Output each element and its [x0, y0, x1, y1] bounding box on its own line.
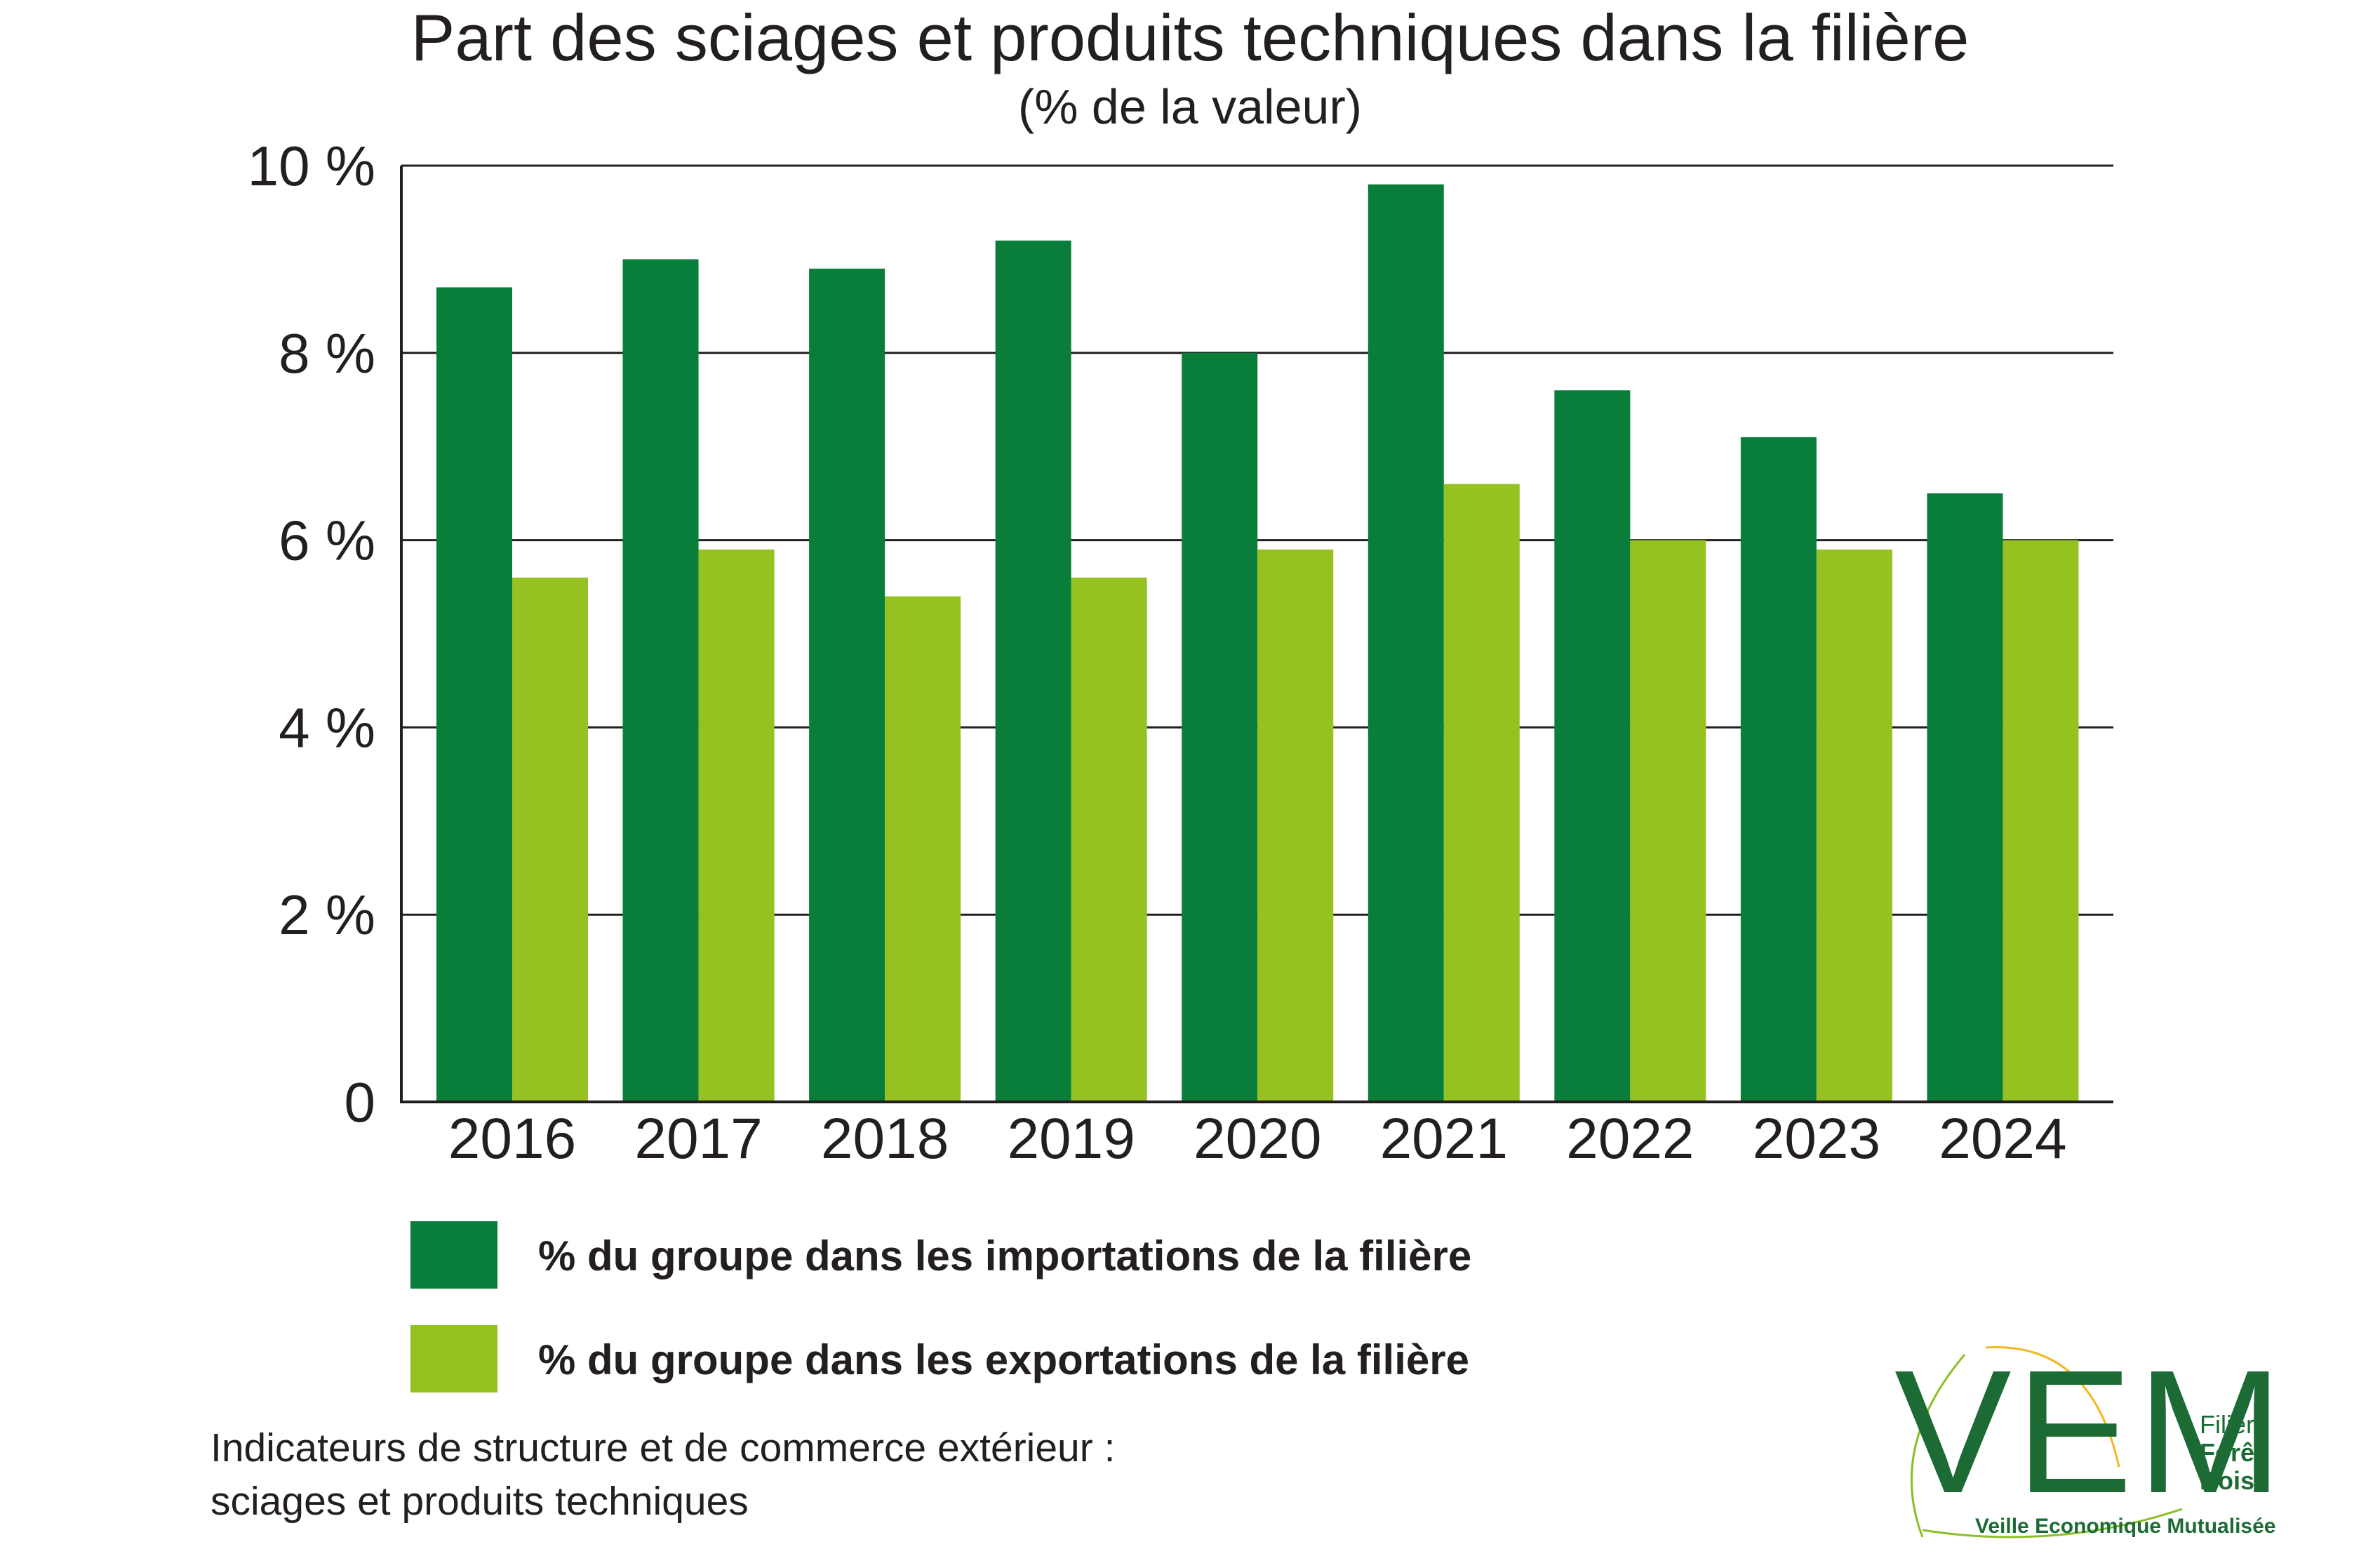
bar-imports-2018	[809, 268, 885, 1102]
x-tick-label-2021: 2021	[1380, 1107, 1508, 1171]
bar-exports-2021	[1443, 484, 1520, 1102]
vem-logo: VEM Filière Forêt Bois Veille Economique…	[1880, 1341, 2315, 1544]
y-tick-label-2: 2 %	[279, 884, 375, 946]
bar-exports-2022	[1630, 540, 1706, 1102]
x-tick-label-2020: 2020	[1194, 1107, 1321, 1171]
bar-imports-2020	[1182, 352, 1258, 1102]
bar-imports-2021	[1368, 184, 1444, 1103]
bar-exports-2023	[1816, 549, 1892, 1102]
bar-imports-2019	[995, 240, 1071, 1103]
bar-imports-2022	[1554, 390, 1631, 1102]
legend-swatch-exports	[410, 1325, 497, 1392]
x-tick-label-2016: 2016	[448, 1107, 576, 1171]
legend-swatch-imports	[410, 1221, 497, 1289]
logo-tagline: Veille Economique Mutualisée	[1975, 1515, 2276, 1538]
logo-side-text: Filière Forêt Bois	[2200, 1411, 2268, 1495]
x-tick-label-2017: 2017	[634, 1107, 762, 1171]
x-tick-label-2024: 2024	[1939, 1107, 2066, 1171]
y-tick-label-4: 4 %	[279, 696, 375, 759]
logo-side-line-1: Filière	[2200, 1410, 2269, 1439]
footer-line-2: sciages et produits techniques	[210, 1479, 749, 1524]
bar-exports-2024	[2003, 540, 2079, 1102]
footer-line-1: Indicateurs de structure et de commerce …	[210, 1425, 1116, 1470]
bar-exports-2020	[1257, 549, 1334, 1102]
x-tick-label-2022: 2022	[1566, 1107, 1694, 1171]
bar-exports-2017	[698, 549, 775, 1102]
bar-exports-2018	[885, 596, 961, 1102]
bar-chart: 0 2 % 4 % 6 % 8 % 10 % 2016 2017 2018 2019 2020 202…	[248, 135, 2113, 1171]
legend-label-imports: % du groupe dans les importations de la …	[538, 1232, 1472, 1279]
chart-title: Part des sciages et produits techniques …	[410, 1, 1970, 74]
x-tick-label-2019: 2019	[1007, 1107, 1135, 1171]
footer-caption: Indicateurs de structure et de commerce …	[210, 1421, 1115, 1528]
bar-exports-2019	[1071, 577, 1147, 1102]
y-tick-label-0: 0	[345, 1071, 376, 1134]
logo-letters: VEM	[1894, 1334, 2287, 1529]
x-tick-label-2018: 2018	[821, 1107, 949, 1171]
bar-imports-2023	[1740, 437, 1817, 1102]
logo-arcs	[1910, 1345, 2183, 1538]
bar-exports-2016	[512, 577, 588, 1102]
y-tick-label-6: 6 %	[279, 510, 375, 572]
legend-label-exports: % du groupe dans les exportations de la …	[538, 1336, 1469, 1383]
y-tick-label-8: 8 %	[279, 322, 375, 385]
x-tick-label-2023: 2023	[1753, 1107, 1880, 1171]
bar-imports-2016	[436, 287, 512, 1102]
bar-imports-2024	[1927, 493, 2003, 1102]
chart-subtitle: (% de la valeur)	[1017, 79, 1363, 134]
y-tick-label-10: 10 %	[248, 135, 375, 197]
bar-imports-2017	[622, 259, 699, 1102]
logo-side-line-2: Forêt	[2200, 1438, 2263, 1467]
logo-side-line-3: Bois	[2200, 1466, 2255, 1495]
